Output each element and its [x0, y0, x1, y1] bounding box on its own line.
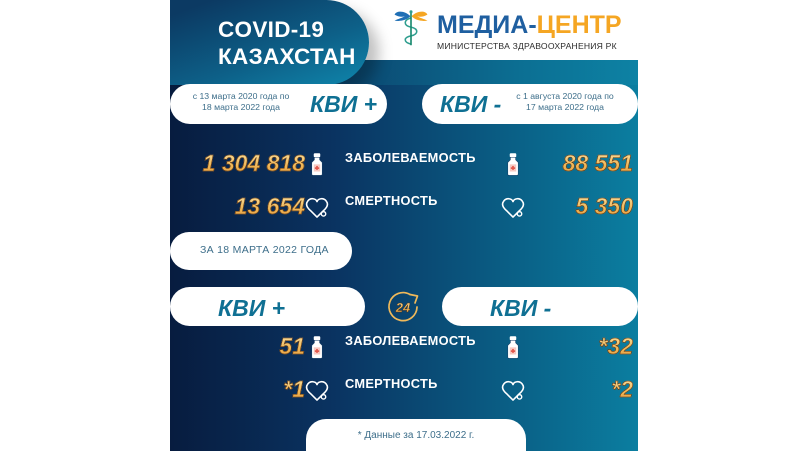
svg-text:24: 24 [395, 300, 411, 315]
